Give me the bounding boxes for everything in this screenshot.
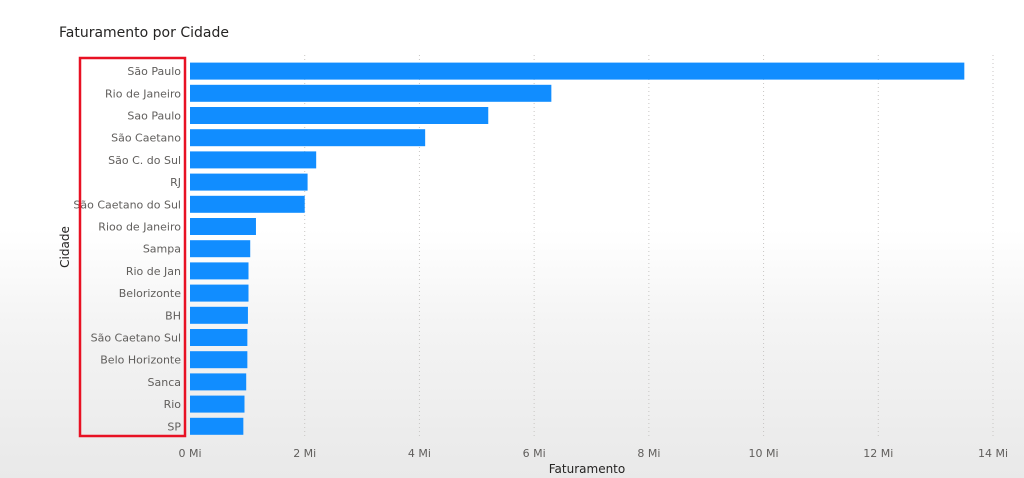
bar[interactable] (190, 351, 248, 369)
x-tick-labels: 0 Mi 2 Mi 4 Mi 6 Mi 8 Mi 10 Mi 12 Mi 14 Mi (178, 447, 1008, 460)
bar[interactable] (190, 173, 308, 191)
x-tick-label: 12 Mi (863, 447, 893, 460)
bar[interactable] (190, 84, 552, 102)
bar[interactable] (190, 129, 426, 147)
y-axis-title: Cidade (58, 226, 72, 268)
x-tick-label: 10 Mi (749, 447, 779, 460)
category-label: Belo Horizonte (100, 354, 181, 367)
bars (190, 62, 965, 435)
bar[interactable] (190, 218, 256, 235)
bar[interactable] (190, 417, 244, 435)
category-label: Rio (164, 398, 182, 411)
bar[interactable] (190, 107, 489, 124)
x-tick-label: 0 Mi (178, 447, 201, 460)
bar[interactable] (190, 262, 249, 280)
bar[interactable] (190, 62, 965, 80)
category-label: São Paulo (127, 65, 181, 78)
category-highlight-box (78, 56, 187, 438)
category-label: São C. do Sul (108, 154, 181, 167)
category-label: Sao Paulo (127, 110, 181, 123)
category-label: São Caetano Sul (91, 332, 181, 345)
bar[interactable] (190, 373, 247, 391)
bar[interactable] (190, 195, 305, 213)
chart-title: Faturamento por Cidade (59, 25, 229, 41)
category-label: São Caetano do Sul (73, 198, 181, 211)
x-axis-title: Faturamento (549, 462, 625, 476)
category-label: Rioo de Janeiro (98, 221, 181, 234)
bar[interactable] (190, 395, 245, 413)
category-label: São Caetano (111, 132, 181, 145)
category-label: Rio de Jan (126, 265, 181, 278)
x-tick-label: 6 Mi (523, 447, 546, 460)
category-label: Sanca (148, 376, 181, 389)
category-label: Rio de Janeiro (105, 87, 181, 100)
bar[interactable] (190, 329, 248, 346)
bar[interactable] (190, 151, 317, 169)
x-tick-label: 4 Mi (408, 447, 431, 460)
category-label: SP (167, 420, 181, 433)
x-tick-label: 14 Mi (978, 447, 1008, 460)
bar[interactable] (190, 306, 248, 324)
category-label: RJ (170, 176, 181, 189)
x-tick-label: 8 Mi (637, 447, 660, 460)
category-label: Belorizonte (119, 287, 181, 300)
bar[interactable] (190, 240, 251, 258)
x-tick-label: 2 Mi (293, 447, 316, 460)
bar[interactable] (190, 284, 249, 302)
category-label: BH (165, 309, 181, 322)
category-labels: São Paulo Rio de Janeiro Sao Paulo São Caet… (73, 65, 181, 433)
category-label: Sampa (143, 243, 181, 256)
